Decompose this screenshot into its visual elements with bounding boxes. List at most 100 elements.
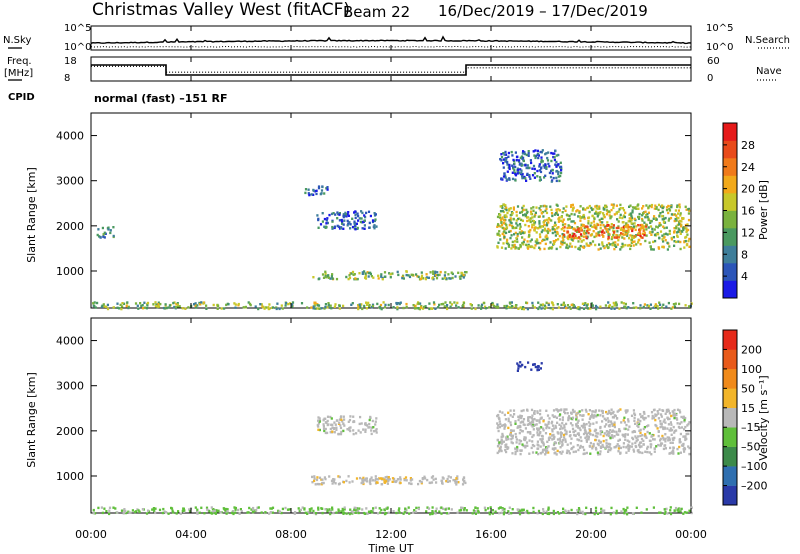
- echo-cell-5: [577, 240, 580, 243]
- echo-cell-7: [520, 155, 524, 158]
- echo-cell-0: [562, 510, 565, 514]
- echo-cell-5: [499, 218, 503, 222]
- echo-cell-4: [608, 432, 611, 435]
- echo-cell-2: [462, 274, 465, 277]
- echo-cell-4: [364, 215, 367, 219]
- echo-cell-2: [443, 276, 447, 280]
- echo-cell-4: [570, 437, 573, 440]
- echo-cell-3: [326, 431, 329, 435]
- echo-cell-5: [553, 242, 556, 245]
- echo-cell-2: [419, 277, 422, 281]
- x-tick-label: 00:00: [75, 528, 107, 541]
- echo-cell-4: [676, 422, 679, 425]
- echo-cell-5: [520, 218, 523, 222]
- echo-cell-3: [366, 424, 369, 427]
- echo-cell-0: [277, 509, 280, 513]
- echo-cell-5: [499, 238, 502, 241]
- echo-cell-7: [528, 166, 531, 170]
- echo-cell-4: [561, 438, 565, 442]
- echo-cell-4: [547, 420, 550, 424]
- echo-cell-2: [435, 274, 438, 277]
- echo-cell-0: [583, 303, 586, 306]
- echo-cell-0: [590, 302, 593, 305]
- echo-cell-0: [639, 307, 642, 310]
- echo-cell-5: [503, 234, 506, 237]
- echo-cell-0: [288, 508, 291, 511]
- echo-cell-0: [317, 506, 320, 509]
- echo-cell-4: [622, 442, 625, 445]
- echo-cell-4: [607, 434, 610, 438]
- echo-cell-0: [417, 307, 420, 310]
- echo-cell-0: [491, 512, 494, 515]
- echo-cell-4: [635, 436, 638, 440]
- echo-cell-5: [609, 216, 612, 219]
- echo-cell-4: [571, 416, 575, 419]
- echo-cell-5: [513, 226, 516, 230]
- echo-cell-4: [613, 446, 616, 449]
- echo-cell-0: [673, 305, 677, 308]
- echo-cell-4: [630, 414, 634, 417]
- echo-cell-1: [311, 475, 314, 479]
- echo-cell-7: [550, 151, 553, 155]
- echo-cell-4: [548, 438, 551, 441]
- echo-cell-5: [629, 247, 632, 251]
- echo-cell-4: [363, 224, 366, 227]
- echo-cell-4: [536, 433, 539, 437]
- echo-cell-6: [639, 232, 642, 235]
- echo-cell-6: [574, 229, 577, 232]
- echo-cell-4: [542, 427, 545, 430]
- echo-cell-4: [520, 415, 523, 418]
- echo-cell-3: [330, 417, 333, 420]
- echo-cell-5: [664, 239, 667, 242]
- cpid-label: CPID: [8, 92, 35, 103]
- echo-cell-0: [640, 511, 643, 514]
- echo-cell-0: [331, 506, 334, 509]
- echo-cell-2: [462, 276, 465, 279]
- echo-cell-4: [631, 430, 634, 434]
- echo-cell-4: [683, 418, 686, 422]
- echo-cell-5: [536, 368, 539, 372]
- echo-cell-7: [560, 167, 563, 170]
- echo-cell-4: [613, 425, 616, 429]
- echo-cell-5: [537, 215, 540, 218]
- echo-cell-4: [496, 445, 500, 448]
- echo-cell-0: [608, 304, 611, 307]
- echo-cell-4: [662, 438, 665, 441]
- echo-cell-0: [525, 301, 528, 304]
- echo-cell-5: [684, 223, 687, 227]
- echo-cell-5: [503, 219, 506, 222]
- echo-cell-4: [575, 425, 578, 428]
- echo-cell-3: [318, 428, 321, 432]
- echo-cell-3: [324, 431, 327, 435]
- echo-cell-5: [601, 241, 604, 244]
- echo-cell-4: [573, 433, 576, 437]
- echo-cell-5: [507, 244, 511, 247]
- echo-cell-6: [579, 228, 582, 231]
- echo-cell-5: [550, 208, 553, 212]
- echo-cell-4: [503, 425, 506, 428]
- echo-cell-0: [101, 304, 104, 307]
- echo-cell-5: [616, 218, 619, 221]
- echo-cell-0: [635, 306, 638, 309]
- echo-cell-2: [448, 277, 451, 280]
- echo-cell-0: [176, 302, 179, 305]
- echo-cell-1: [103, 231, 106, 234]
- echo-cell-2: [376, 478, 379, 481]
- echo-cell-4: [353, 220, 356, 223]
- echo-cell-4: [554, 424, 557, 428]
- echo-cell-4: [373, 227, 376, 230]
- echo-cell-4: [626, 410, 629, 413]
- echo-cell-5: [652, 240, 655, 244]
- echo-cell-6: [563, 226, 566, 229]
- echo-cell-5: [626, 226, 629, 229]
- echo-cell-4: [568, 430, 571, 433]
- echo-cell-6: [639, 234, 642, 237]
- echo-cell-4: [652, 416, 656, 419]
- echo-cell-2: [330, 275, 333, 278]
- echo-cell-0: [680, 507, 683, 511]
- echo-cell-4: [638, 445, 642, 449]
- echo-cell-5: [650, 233, 653, 236]
- echo-cell-0: [688, 305, 691, 308]
- echo-cell-4: [561, 441, 564, 444]
- echo-cell-2: [399, 481, 402, 485]
